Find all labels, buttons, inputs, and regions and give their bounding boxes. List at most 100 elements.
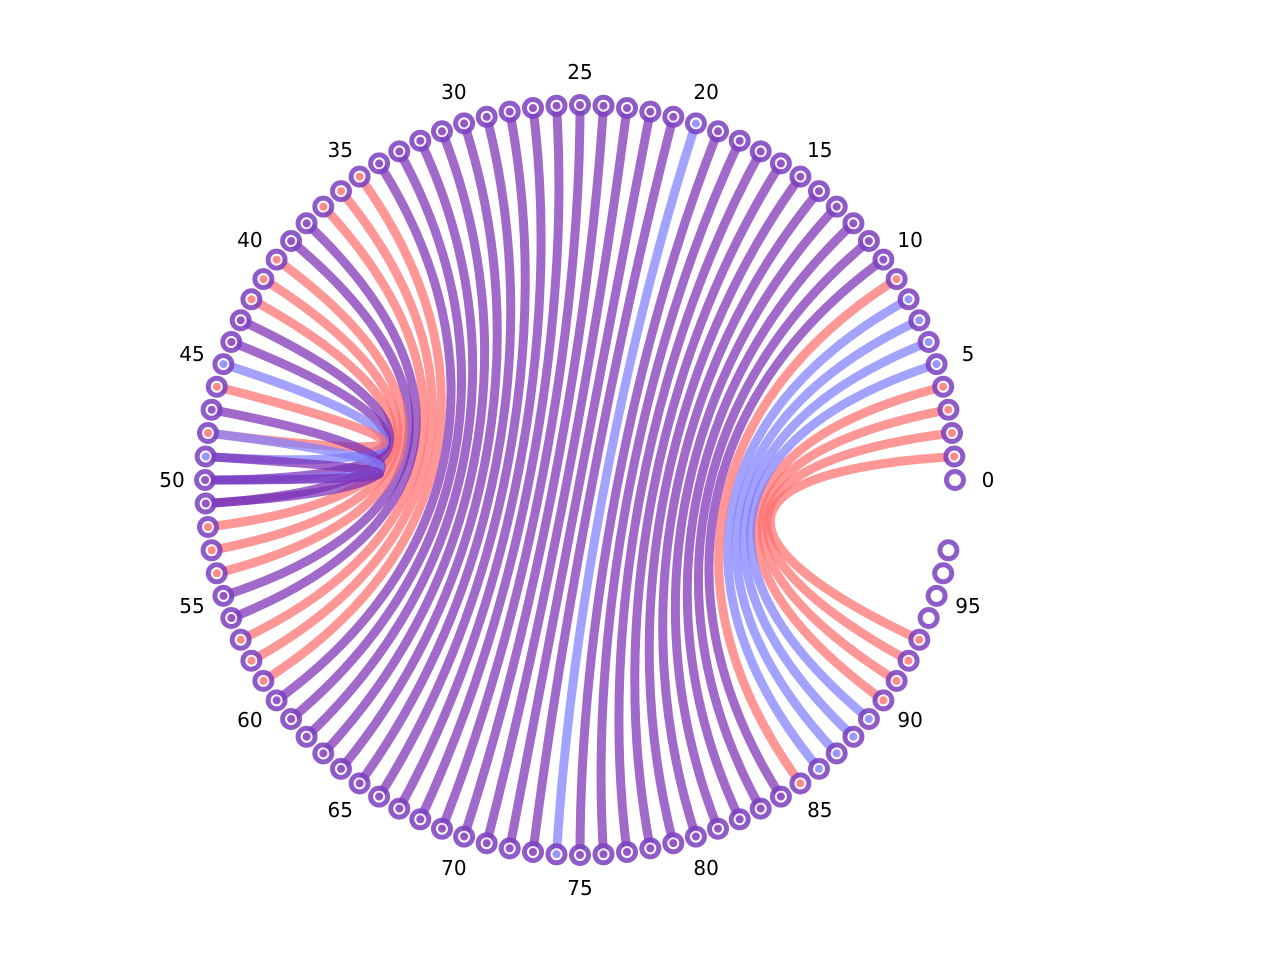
tick-label-90: 90	[897, 708, 922, 732]
node-center	[337, 187, 345, 196]
node-78	[639, 837, 662, 860]
node-51	[194, 492, 217, 515]
nodes-layer	[194, 94, 966, 866]
node-37	[312, 195, 335, 218]
link-4-90	[752, 382, 945, 705]
node-63	[312, 742, 335, 765]
node-71	[475, 832, 498, 855]
node-center	[227, 338, 236, 346]
node-35	[348, 165, 371, 188]
node-81	[707, 817, 729, 840]
link-12-82	[682, 220, 857, 822]
link-21-73	[528, 115, 678, 853]
node-center	[375, 159, 384, 168]
node-70	[453, 825, 476, 848]
node-72	[498, 837, 521, 860]
node-74	[545, 843, 568, 866]
node-45	[212, 353, 235, 376]
node-84	[769, 785, 792, 808]
node-center	[691, 119, 700, 128]
link-14-80	[658, 188, 823, 838]
node-25	[569, 94, 591, 116]
node-53	[200, 539, 223, 562]
node-center	[815, 187, 823, 196]
node-center	[201, 476, 209, 484]
node-center	[756, 147, 765, 156]
node-50	[194, 469, 216, 491]
node-67	[388, 797, 411, 820]
node-48	[197, 422, 219, 444]
node-10	[872, 248, 895, 271]
node-center	[207, 546, 216, 555]
node-39	[280, 230, 303, 252]
node-center	[832, 202, 841, 211]
node-center	[529, 104, 537, 112]
node-43	[229, 309, 252, 332]
node-75	[569, 844, 591, 866]
node-12	[842, 212, 865, 235]
link-27-67	[395, 107, 546, 811]
tick-label-10: 10	[897, 228, 922, 252]
node-center	[355, 172, 364, 181]
node-center	[272, 255, 281, 264]
link-7-87	[731, 316, 922, 757]
node-center	[892, 275, 901, 284]
node-69	[431, 817, 453, 840]
node-62	[295, 725, 318, 748]
node-11	[857, 230, 880, 252]
node-center	[756, 804, 765, 813]
links-layer	[204, 104, 955, 856]
link-15-79	[644, 173, 805, 845]
link-6-88	[739, 337, 931, 740]
node-86	[808, 757, 830, 780]
node-77	[616, 841, 638, 863]
link-32-62	[303, 138, 478, 740]
node-82	[728, 808, 751, 831]
link-29-65	[355, 115, 516, 787]
node-92	[897, 649, 920, 672]
tick-label-50: 50	[159, 468, 184, 492]
node-93	[908, 628, 931, 651]
node-96	[932, 562, 955, 585]
tick-label-45: 45	[179, 342, 204, 366]
node-center	[576, 851, 584, 859]
node-ring	[944, 469, 966, 491]
tick-label-70: 70	[441, 856, 466, 880]
node-center	[505, 107, 514, 116]
node-59	[252, 669, 275, 692]
node-26	[545, 94, 568, 117]
node-center	[552, 101, 561, 110]
node-83	[749, 797, 772, 820]
node-20	[684, 112, 707, 135]
node-52	[197, 516, 219, 538]
node-41	[252, 268, 275, 291]
node-center	[355, 779, 364, 788]
node-28	[498, 100, 521, 123]
node-33	[388, 140, 411, 163]
node-79	[662, 832, 685, 855]
tick-label-85: 85	[807, 798, 832, 822]
node-center	[207, 405, 216, 414]
node-68	[409, 808, 432, 831]
node-center	[259, 275, 268, 284]
node-center	[669, 839, 678, 848]
node-center	[319, 202, 328, 211]
node-90	[872, 689, 895, 712]
node-21	[662, 105, 685, 128]
node-center	[438, 127, 446, 136]
node-9	[885, 268, 908, 291]
node-center	[438, 824, 446, 833]
node-22	[639, 100, 662, 123]
node-center	[915, 316, 924, 325]
node-34	[368, 152, 391, 175]
node-29	[475, 105, 498, 128]
node-center	[849, 732, 858, 741]
node-center	[892, 676, 901, 685]
node-center	[915, 635, 924, 644]
node-95	[925, 584, 948, 607]
node-15	[789, 165, 812, 188]
node-64	[330, 757, 352, 780]
node-center	[236, 316, 245, 325]
link-26-68	[416, 105, 564, 822]
